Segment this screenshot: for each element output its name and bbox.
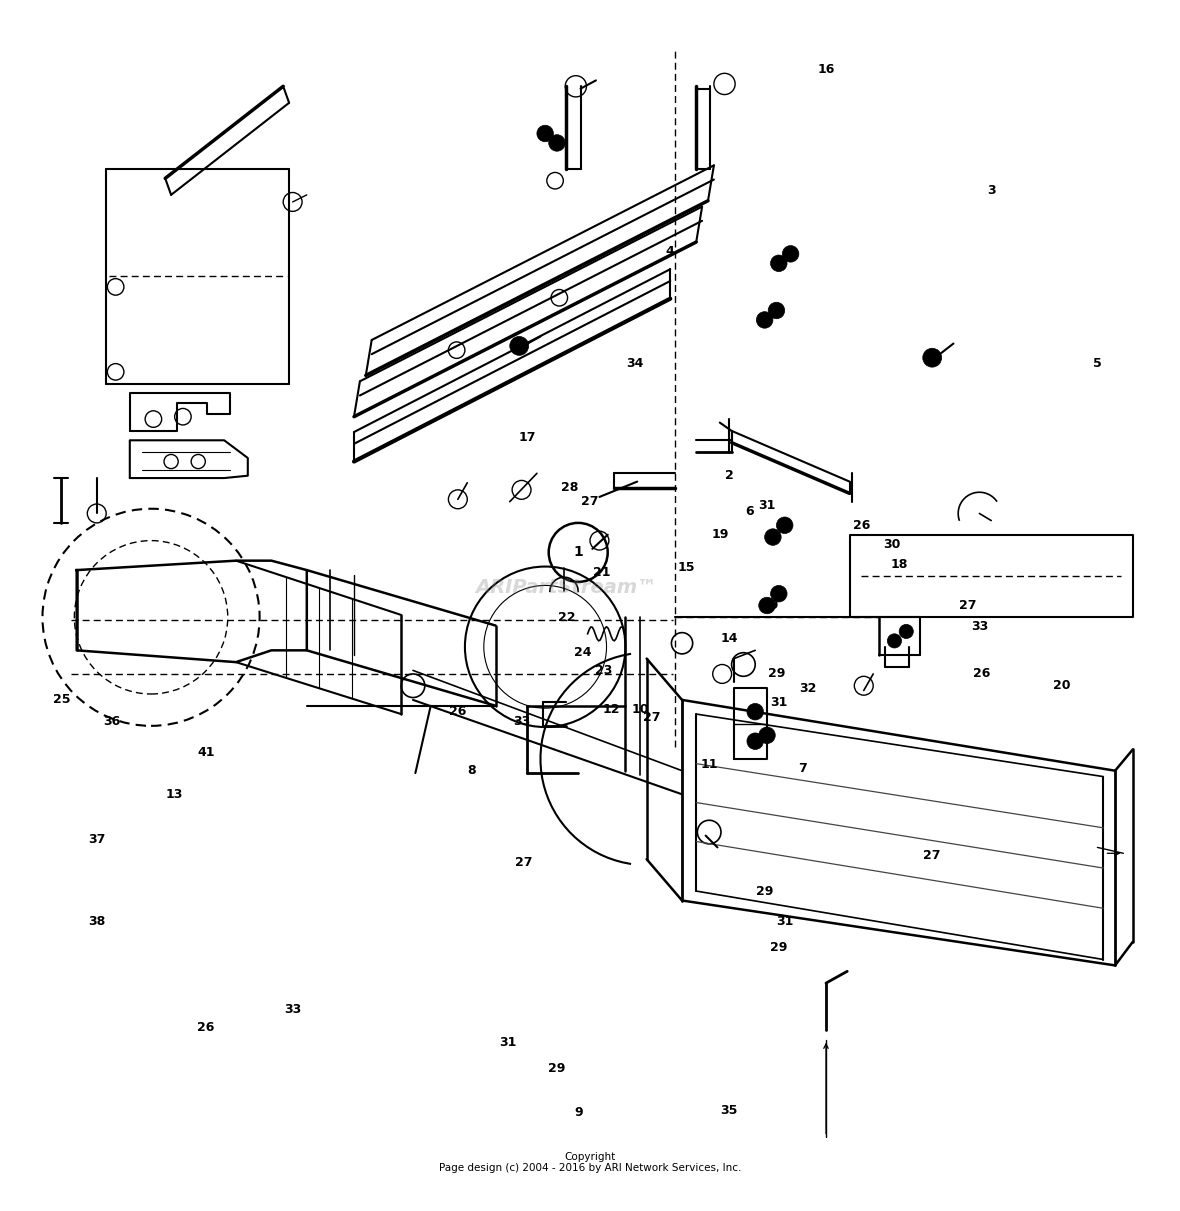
Text: ARIPartStream™: ARIPartStream™ <box>476 579 657 597</box>
Text: 36: 36 <box>104 714 120 728</box>
Text: 13: 13 <box>166 788 183 800</box>
Circle shape <box>510 337 529 355</box>
Text: 35: 35 <box>721 1104 738 1117</box>
Text: 12: 12 <box>603 702 620 716</box>
Circle shape <box>747 704 763 721</box>
Circle shape <box>923 349 942 367</box>
Circle shape <box>549 134 565 151</box>
Text: 29: 29 <box>771 941 787 954</box>
Text: 27: 27 <box>959 599 976 612</box>
Circle shape <box>768 303 785 318</box>
Text: 6: 6 <box>745 505 754 517</box>
Text: 8: 8 <box>467 764 477 777</box>
Text: Copyright
Page design (c) 2004 - 2016 by ARI Network Services, Inc.: Copyright Page design (c) 2004 - 2016 by… <box>439 1152 741 1173</box>
Text: 41: 41 <box>198 746 215 759</box>
Text: 10: 10 <box>632 702 649 716</box>
Text: 25: 25 <box>53 694 70 706</box>
Text: 19: 19 <box>712 528 728 541</box>
Circle shape <box>765 529 781 545</box>
Text: 31: 31 <box>771 696 787 708</box>
Circle shape <box>887 633 902 648</box>
Text: 2: 2 <box>725 469 734 482</box>
Circle shape <box>771 256 787 271</box>
Text: 31: 31 <box>499 1035 516 1049</box>
Text: 29: 29 <box>768 667 785 681</box>
Text: 31: 31 <box>759 499 775 512</box>
Circle shape <box>776 517 793 534</box>
Text: 20: 20 <box>1054 679 1070 693</box>
Text: 21: 21 <box>594 566 610 579</box>
Text: 38: 38 <box>88 916 105 929</box>
Text: 26: 26 <box>197 1021 214 1034</box>
Text: 31: 31 <box>776 916 793 929</box>
Text: 7: 7 <box>798 762 807 775</box>
Text: 30: 30 <box>884 538 900 551</box>
Text: 4: 4 <box>666 245 675 258</box>
Circle shape <box>759 727 775 744</box>
Circle shape <box>697 820 721 844</box>
Text: 29: 29 <box>761 599 778 612</box>
Text: 27: 27 <box>516 856 532 869</box>
Text: 33: 33 <box>971 620 988 633</box>
Text: 33: 33 <box>284 1003 301 1016</box>
Text: 26: 26 <box>853 518 870 532</box>
Text: 29: 29 <box>549 1062 565 1074</box>
Circle shape <box>782 246 799 262</box>
Text: 14: 14 <box>721 632 738 645</box>
Circle shape <box>759 597 775 614</box>
Text: 26: 26 <box>974 667 990 681</box>
Text: 29: 29 <box>756 884 773 897</box>
Circle shape <box>747 733 763 750</box>
Text: 24: 24 <box>575 647 591 659</box>
Text: 17: 17 <box>519 431 536 444</box>
Text: 3: 3 <box>986 184 996 196</box>
Text: 37: 37 <box>88 833 105 845</box>
Text: 16: 16 <box>818 63 834 76</box>
Text: 18: 18 <box>891 558 907 570</box>
Text: 33: 33 <box>513 714 530 728</box>
Text: 5: 5 <box>1093 357 1102 371</box>
Circle shape <box>771 585 787 602</box>
Circle shape <box>756 311 773 328</box>
Circle shape <box>899 625 913 638</box>
Text: 1: 1 <box>573 545 583 559</box>
Text: 32: 32 <box>800 682 817 695</box>
Text: 34: 34 <box>627 357 643 371</box>
Text: 23: 23 <box>596 664 612 677</box>
Text: 9: 9 <box>573 1107 583 1119</box>
Text: 27: 27 <box>924 849 940 862</box>
Text: 27: 27 <box>643 711 660 724</box>
Text: 26: 26 <box>450 705 466 718</box>
Circle shape <box>537 125 553 142</box>
Text: 15: 15 <box>678 561 695 574</box>
Text: 27: 27 <box>582 495 598 509</box>
Text: 11: 11 <box>701 758 717 771</box>
Text: 22: 22 <box>558 610 575 624</box>
Text: 28: 28 <box>562 481 578 494</box>
